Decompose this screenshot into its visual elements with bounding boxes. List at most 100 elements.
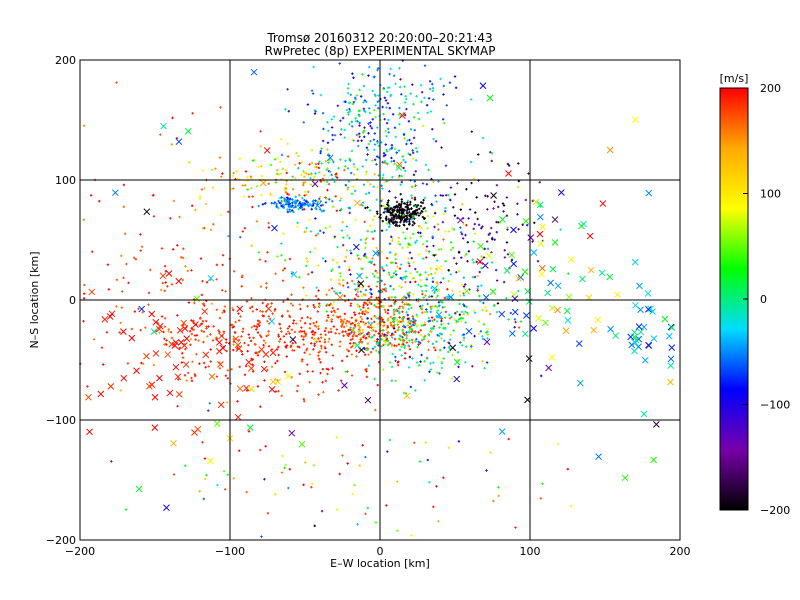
data-point (486, 333, 489, 336)
data-point (644, 290, 652, 297)
data-point (164, 351, 172, 358)
data-point (307, 173, 310, 176)
data-point (310, 336, 314, 339)
data-point (407, 294, 411, 297)
data-point (132, 256, 136, 259)
data-point (410, 196, 414, 200)
data-point (279, 327, 282, 330)
data-point (341, 330, 344, 334)
data-point (362, 303, 365, 307)
data-point (215, 308, 219, 311)
data-point (380, 345, 383, 348)
data-point (317, 199, 320, 202)
data-point (236, 400, 239, 403)
data-point (389, 315, 393, 319)
data-point (335, 172, 338, 175)
data-point (392, 313, 396, 316)
data-point (460, 320, 463, 323)
data-point (357, 323, 360, 326)
data-point (525, 355, 533, 362)
data-point (82, 320, 85, 323)
data-point (457, 251, 461, 254)
data-point (241, 353, 244, 356)
data-point (311, 92, 315, 95)
data-point (215, 263, 219, 267)
data-point (313, 333, 316, 336)
data-point (412, 317, 415, 320)
data-point (465, 305, 468, 309)
data-point (404, 160, 407, 164)
data-point (595, 453, 602, 460)
data-point (554, 282, 562, 290)
data-point (306, 103, 310, 106)
data-point (255, 220, 259, 223)
data-point (490, 261, 494, 264)
data-point (441, 301, 444, 304)
data-point (387, 271, 391, 274)
data-point (362, 320, 365, 324)
data-point (480, 284, 483, 287)
data-point (363, 353, 367, 356)
data-point (190, 269, 193, 272)
data-point (306, 316, 309, 319)
data-point (283, 197, 287, 201)
data-point (341, 321, 344, 324)
data-point (476, 217, 479, 221)
data-point (326, 372, 329, 376)
data-point (332, 300, 336, 304)
data-point (435, 340, 438, 343)
data-point (297, 207, 300, 211)
data-point (324, 159, 328, 163)
data-point (354, 342, 361, 349)
data-point (296, 345, 300, 348)
data-point (473, 334, 476, 338)
data-point (401, 329, 405, 333)
data-point (408, 203, 412, 206)
data-point (119, 321, 122, 325)
data-point (612, 332, 620, 340)
cluster-red-south-west (79, 257, 517, 412)
data-point (304, 230, 308, 233)
data-point (276, 255, 279, 258)
data-point (536, 201, 544, 209)
data-point (426, 215, 430, 218)
data-point (358, 326, 362, 329)
data-point (452, 228, 456, 231)
data-point (459, 226, 462, 229)
data-point (413, 222, 416, 225)
data-point (458, 290, 461, 293)
data-point (411, 157, 415, 160)
data-point (259, 448, 262, 452)
data-point (302, 170, 305, 173)
data-point (370, 127, 374, 130)
data-point (230, 368, 233, 371)
data-point (442, 327, 445, 330)
data-point (274, 493, 277, 496)
data-point (392, 212, 396, 215)
data-point (209, 228, 213, 232)
data-point (256, 385, 260, 388)
data-point (442, 121, 446, 125)
data-point (431, 305, 434, 308)
data-point (464, 233, 467, 237)
y-tick-label: 100 (55, 174, 76, 187)
data-point (382, 112, 385, 116)
data-point (318, 160, 321, 163)
data-point (353, 483, 356, 487)
data-point (398, 334, 402, 337)
data-point (400, 317, 404, 321)
data-point (362, 101, 365, 104)
data-point (258, 320, 261, 323)
data-point (490, 226, 493, 230)
data-point (276, 169, 279, 172)
data-point (587, 266, 595, 274)
data-point (327, 340, 330, 343)
data-point (366, 325, 370, 329)
data-point (427, 340, 430, 343)
data-point (410, 142, 413, 145)
data-point (320, 346, 323, 350)
data-point (361, 204, 364, 207)
data-point (329, 327, 333, 331)
data-point (308, 327, 312, 330)
data-point (290, 271, 298, 278)
